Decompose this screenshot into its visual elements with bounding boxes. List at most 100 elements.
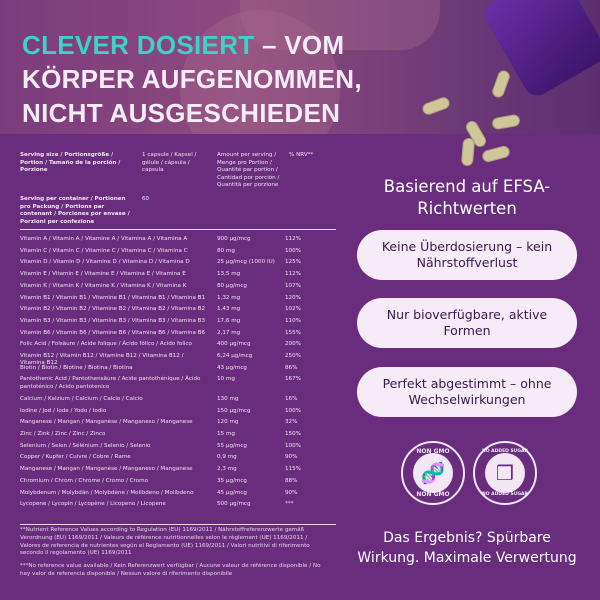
nutrient-name: Vitamin E / Vitamin E / Vitamine E / Vit… xyxy=(20,271,186,278)
nutrient-nrv: 125% xyxy=(285,259,301,266)
nutrient-amount: 35 µg/mcg xyxy=(217,477,247,484)
serving-size-label: Serving size / Portionsgröße / Portion /… xyxy=(20,152,121,174)
nrv-header: % NRV** xyxy=(289,152,314,158)
nutrient-name: Vitamin C / Vitamin C / Vitamine C / Vit… xyxy=(20,247,188,254)
no-added-sugar-badge: NO ADDED SUGAR ❒ NO ADDED SUGAR xyxy=(473,441,537,505)
nutrient-name: Vitamin B1 / Vitamin B1 / Vitamine B1 / … xyxy=(20,294,206,301)
nutrient-nrv: 88% xyxy=(285,477,298,484)
nutrient-name: Vitamin B6 / Vitamin B6 / Vitamine B6 / … xyxy=(20,329,206,336)
nutrient-nrv: 107% xyxy=(285,282,301,289)
servings-label: Serving per container / Portionen pro Pa… xyxy=(20,196,130,225)
nutrient-name: Selenium / Selen / Sélénium / Selenio / … xyxy=(20,442,151,449)
nutrient-amount: 15 mg xyxy=(217,431,235,437)
nutrient-name: Manganese / Mangan / Manganèse / Mangane… xyxy=(20,419,193,426)
nutrient-nrv: 200% xyxy=(285,341,301,348)
benefit-pill: Keine Überdosierung – kein Nährstoffverl… xyxy=(357,230,577,280)
nutrient-amount: 80 mg xyxy=(217,247,235,254)
capsule xyxy=(460,137,476,167)
divider xyxy=(20,229,336,230)
headline-line3: NICHT AUSGESCHIEDEN xyxy=(22,98,341,128)
divider xyxy=(20,524,336,525)
badge-text: NO ADDED SUGAR xyxy=(481,449,529,454)
nutrient-nrv: 90% xyxy=(285,454,298,461)
non-gmo-badge: NON GMO 🧬 NON GMO xyxy=(401,441,465,505)
nutrient-name: Vitamin K / Vitamin K / Vitamine K / Vit… xyxy=(20,282,187,289)
nutrient-nrv: 167% xyxy=(285,376,301,383)
headline: CLEVER DOSIERT – VOM KÖRPER AUFGENOMMEN,… xyxy=(22,28,362,130)
nutrient-nrv: 16% xyxy=(285,395,298,402)
nutrient-name: Calcium / Kalzium / Calcium / Calcio / C… xyxy=(20,395,143,402)
nutrient-amount: 120 mg xyxy=(217,419,239,426)
nutrient-name: Chromium / Chrom / Chrome / Cromo / Crom… xyxy=(20,477,149,484)
result-text: Das Ergebnis? Spürbare Wirkung. Maximale… xyxy=(357,530,577,566)
nutrient-nrv: 90% xyxy=(285,489,298,496)
nutrient-nrv: 100% xyxy=(285,247,301,254)
hero-banner: CLEVER DOSIERT – VOM KÖRPER AUFGENOMMEN,… xyxy=(0,0,600,134)
nutrient-nrv: 100% xyxy=(285,407,301,414)
nutrient-amount: 45 µg/mcg xyxy=(217,489,247,496)
benefit-pill: Nur bioverfügbare, aktive Formen xyxy=(357,298,577,348)
footnote-no-reference: ***No reference value available / Kein R… xyxy=(20,563,321,577)
capsule xyxy=(480,144,512,164)
nutrient-name: Copper / Kupfer / Cuivre / Cobre / Rame xyxy=(20,454,131,461)
nutrient-amount: 400 µg/mcg xyxy=(217,341,251,348)
nutrient-nrv: 112% xyxy=(285,236,301,242)
nutrient-amount: 25 µg/mcg (1000 IU) xyxy=(217,259,275,266)
nutrient-name: Molybdenum / Molybdän / Molybdène / Moli… xyxy=(20,489,194,496)
sugar-cubes-icon: ❒ xyxy=(485,453,525,493)
nutrient-amount: 1,43 mg xyxy=(217,306,241,313)
nutrient-name: Lycopene / Lycopin / Lycopène / Licopeno… xyxy=(20,501,166,508)
nutrient-amount: 43 µg/mcg xyxy=(217,364,247,371)
headline-line2: KÖRPER AUFGENOMMEN, xyxy=(22,64,362,94)
nutrient-nrv: 100% xyxy=(285,442,301,449)
serving-size-value: 1 capsule / Kapsel / gélule / cápsula / … xyxy=(142,152,197,174)
nutrient-amount: 13,5 mg xyxy=(217,271,241,278)
nutrient-amount: 2,17 mg xyxy=(217,329,241,336)
nutrient-amount: 500 µg/mcg xyxy=(217,501,251,508)
nutrient-name: Biotin / Biotin / Biotine / Biotina / Bi… xyxy=(20,364,133,371)
badge-text: NON GMO xyxy=(416,448,450,455)
nutrient-amount: 6,24 µg/mcg xyxy=(217,353,253,359)
nutrient-nrv: 86% xyxy=(285,364,298,371)
nutrient-nrv: 250% xyxy=(285,353,301,359)
nutrient-amount: 900 µg/mcg xyxy=(217,236,251,242)
nutrient-name: Vitamin B12 / Vitamin B12 / Vitamine B12… xyxy=(20,353,184,367)
nutrient-name: Vitamin B3 / Vitamin B3 / Vitamine B3 / … xyxy=(20,317,206,324)
footnote-nrv: **Nutrient Reference Values according to… xyxy=(20,527,310,557)
benefit-pill: Perfekt abgestimmt – ohne Wechselwirkung… xyxy=(357,367,577,417)
nutrient-name: Vitamin D / Vitamin D / Vitamine D / Vit… xyxy=(20,259,190,266)
nutrient-name: Manganese / Mangan / Manganèse / Mangane… xyxy=(20,466,193,473)
amount-header: Amount per serving / Menge pro Portion /… xyxy=(217,152,280,189)
nutrient-amount: 1,32 mg xyxy=(217,294,241,301)
nutrient-nrv: 102% xyxy=(285,306,301,313)
dna-icon: 🧬 xyxy=(413,453,453,493)
nutrient-nrv: 155% xyxy=(285,329,301,336)
nutrient-nrv: 150% xyxy=(285,431,301,437)
nutrient-amount: 0,9 mg xyxy=(217,454,237,461)
benefit-text: Nur bioverfügbare, aktive Formen xyxy=(386,307,548,338)
nutrient-nrv: 115% xyxy=(285,466,301,473)
nutrient-name: Pantothenic Acid / Pantothensäure / Acid… xyxy=(20,376,201,390)
nutrient-amount: 80 µg/mcg xyxy=(217,282,247,289)
nutrient-amount: 130 mg xyxy=(217,395,239,402)
nutrient-nrv: 32% xyxy=(285,419,298,426)
headline-part: – VOM xyxy=(254,30,345,60)
nutrient-nrv: 112% xyxy=(285,271,301,278)
nutrient-name: Vitamin A / Vitamin A / Vitamine A / Vit… xyxy=(20,236,188,242)
nutrient-name: Zinc / Zink / Zinc / Zinc / Zinco xyxy=(20,431,106,437)
servings-value: 60 xyxy=(142,196,150,202)
badge-text: NO ADDED SUGAR xyxy=(481,492,529,497)
efsa-title: Basierend auf EFSA-Richtwerten xyxy=(383,177,551,218)
badge-text: NON GMO xyxy=(416,491,450,498)
nutrient-nrv: 110% xyxy=(285,317,301,324)
nutrient-nrv: *** xyxy=(285,501,294,508)
nutrient-amount: 10 mg xyxy=(217,376,235,383)
nutrient-name: Iodine / Jod / Iode / Yodo / Iodio xyxy=(20,407,107,414)
headline-accent: CLEVER DOSIERT xyxy=(22,30,255,60)
benefit-text: Perfekt abgestimmt – ohne Wechselwirkung… xyxy=(382,376,552,407)
nutrient-name: Folic Acid / Folsäure / Acide folique / … xyxy=(20,341,192,348)
nutrient-name: Vitamin B2 / Vitamin B2 / Vitamine B2 / … xyxy=(20,306,206,313)
nutrient-amount: 17,6 mg xyxy=(217,317,241,324)
nutrient-amount: 55 µg/mcg xyxy=(217,442,247,449)
nutrient-amount: 2,3 mg xyxy=(217,466,237,473)
